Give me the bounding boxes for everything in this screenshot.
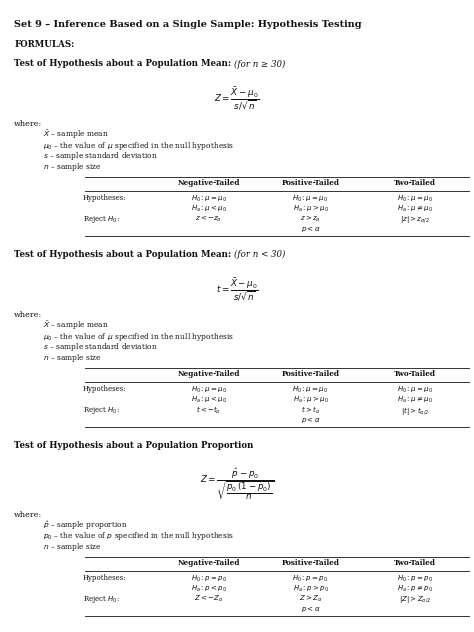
Text: $t > t_\alpha$: $t > t_\alpha$ <box>301 405 320 416</box>
Text: $H_a : \mu \neq \mu_0$: $H_a : \mu \neq \mu_0$ <box>397 395 433 405</box>
Text: (for n < 30): (for n < 30) <box>234 250 286 259</box>
Text: (for n ≥ 30): (for n ≥ 30) <box>234 59 286 68</box>
Text: $p < \alpha$: $p < \alpha$ <box>301 224 320 234</box>
Text: $z < -z_\alpha$: $z < -z_\alpha$ <box>195 214 222 224</box>
Text: $\mu_0$ – the value of $\mu$ specified in the null hypothesis: $\mu_0$ – the value of $\mu$ specified i… <box>43 140 234 152</box>
Text: $H_0 : p = p_0$: $H_0 : p = p_0$ <box>191 574 227 584</box>
Text: $p < \alpha$: $p < \alpha$ <box>301 604 320 614</box>
Text: $H_0 : \mu = \mu_0$: $H_0 : \mu = \mu_0$ <box>292 194 328 204</box>
Text: FORMULAS:: FORMULAS: <box>14 40 74 49</box>
Text: $n$ – sample size: $n$ – sample size <box>43 161 101 173</box>
Text: $H_0 : \mu = \mu_0$: $H_0 : \mu = \mu_0$ <box>191 385 227 395</box>
Text: $H_0 : \mu = \mu_0$: $H_0 : \mu = \mu_0$ <box>292 385 328 395</box>
Text: $H_0 : p = p_0$: $H_0 : p = p_0$ <box>397 574 433 584</box>
Text: $H_0 : p = p_0$: $H_0 : p = p_0$ <box>292 574 328 584</box>
Text: $s$ – sample standard deviation: $s$ – sample standard deviation <box>43 150 158 162</box>
Text: $H_0 : \mu = \mu_0$: $H_0 : \mu = \mu_0$ <box>397 194 433 204</box>
Text: $H_0 : \mu = \mu_0$: $H_0 : \mu = \mu_0$ <box>191 194 227 204</box>
Text: Test of Hypothesis about a Population Mean:: Test of Hypothesis about a Population Me… <box>14 250 234 259</box>
Text: $\hat{p}$ – sample proportion: $\hat{p}$ – sample proportion <box>43 520 128 532</box>
Text: $\mu_0$ – the value of $\mu$ specified in the null hypothesis: $\mu_0$ – the value of $\mu$ specified i… <box>43 331 234 343</box>
Text: Test of Hypothesis about a Population Mean:: Test of Hypothesis about a Population Me… <box>14 59 234 68</box>
Text: Hypotheses:: Hypotheses: <box>83 574 127 582</box>
Text: $H_a : p \neq p_0$: $H_a : p \neq p_0$ <box>397 584 433 594</box>
Text: $H_a : \mu < \mu_0$: $H_a : \mu < \mu_0$ <box>191 395 227 405</box>
Text: $t = \dfrac{\bar{X} - \mu_0}{s/\sqrt{n}}$: $t = \dfrac{\bar{X} - \mu_0}{s/\sqrt{n}}… <box>216 276 258 303</box>
Text: $Z = \dfrac{\hat{p} - p_0}{\sqrt{\dfrac{p_0\,(1-p_0)}{n}}}$: $Z = \dfrac{\hat{p} - p_0}{\sqrt{\dfrac{… <box>200 467 274 502</box>
Text: Two-Tailed: Two-Tailed <box>394 179 436 187</box>
Text: $Z = \dfrac{\bar{X} - \mu_0}{s/\sqrt{n}}$: $Z = \dfrac{\bar{X} - \mu_0}{s/\sqrt{n}}… <box>214 85 260 112</box>
Text: Negative-Tailed: Negative-Tailed <box>177 370 240 378</box>
Text: Hypotheses:: Hypotheses: <box>83 194 127 202</box>
Text: $n$ – sample size: $n$ – sample size <box>43 541 101 553</box>
Text: $H_a : \mu < \mu_0$: $H_a : \mu < \mu_0$ <box>191 204 227 214</box>
Text: $p < \alpha$: $p < \alpha$ <box>301 415 320 425</box>
Text: Negative-Tailed: Negative-Tailed <box>177 179 240 187</box>
Text: $|t| > t_{\alpha/2}$: $|t| > t_{\alpha/2}$ <box>401 405 429 417</box>
Text: Test of Hypothesis about a Population Proportion: Test of Hypothesis about a Population Pr… <box>14 441 254 450</box>
Text: $\bar{X}$ – sample mean: $\bar{X}$ – sample mean <box>43 129 109 142</box>
Text: Hypotheses:: Hypotheses: <box>83 385 127 393</box>
Text: Reject $H_0$:: Reject $H_0$: <box>83 594 120 605</box>
Text: $H_0 : \mu = \mu_0$: $H_0 : \mu = \mu_0$ <box>397 385 433 395</box>
Text: $p_0$ – the value of $p$ specified in the null hypothesis: $p_0$ – the value of $p$ specified in th… <box>43 530 234 542</box>
Text: where:: where: <box>14 511 43 519</box>
Text: $H_a : \mu > \mu_0$: $H_a : \mu > \mu_0$ <box>292 395 328 405</box>
Text: Positive-Tailed: Positive-Tailed <box>282 559 339 567</box>
Text: $t < -t_\alpha$: $t < -t_\alpha$ <box>196 405 221 416</box>
Text: $H_a : \mu > \mu_0$: $H_a : \mu > \mu_0$ <box>292 204 328 214</box>
Text: $|z| > z_{\alpha/2}$: $|z| > z_{\alpha/2}$ <box>400 214 430 225</box>
Text: Positive-Tailed: Positive-Tailed <box>282 370 339 378</box>
Text: $|Z| > Z_{\alpha/2}$: $|Z| > Z_{\alpha/2}$ <box>399 594 431 605</box>
Text: Set 9 – Inference Based on a Single Sample: Hypothesis Testing: Set 9 – Inference Based on a Single Samp… <box>14 20 362 29</box>
Text: where:: where: <box>14 311 43 319</box>
Text: Reject $H_0$:: Reject $H_0$: <box>83 405 120 416</box>
Text: $z > z_\alpha$: $z > z_\alpha$ <box>300 214 321 224</box>
Text: $n$ – sample size: $n$ – sample size <box>43 352 101 364</box>
Text: where:: where: <box>14 120 43 128</box>
Text: Two-Tailed: Two-Tailed <box>394 370 436 378</box>
Text: $H_a : p < p_0$: $H_a : p < p_0$ <box>191 584 227 594</box>
Text: $Z > Z_\alpha$: $Z > Z_\alpha$ <box>299 594 322 604</box>
Text: Negative-Tailed: Negative-Tailed <box>177 559 240 567</box>
Text: $s$ – sample standard deviation: $s$ – sample standard deviation <box>43 341 158 353</box>
Text: Two-Tailed: Two-Tailed <box>394 559 436 567</box>
Text: $Z < -Z_\alpha$: $Z < -Z_\alpha$ <box>194 594 223 604</box>
Text: $\bar{X}$ – sample mean: $\bar{X}$ – sample mean <box>43 320 109 332</box>
Text: Positive-Tailed: Positive-Tailed <box>282 179 339 187</box>
Text: $H_a : \mu \neq \mu_0$: $H_a : \mu \neq \mu_0$ <box>397 204 433 214</box>
Text: $H_a : p > p_0$: $H_a : p > p_0$ <box>292 584 328 594</box>
Text: Reject $H_0$:: Reject $H_0$: <box>83 214 120 225</box>
